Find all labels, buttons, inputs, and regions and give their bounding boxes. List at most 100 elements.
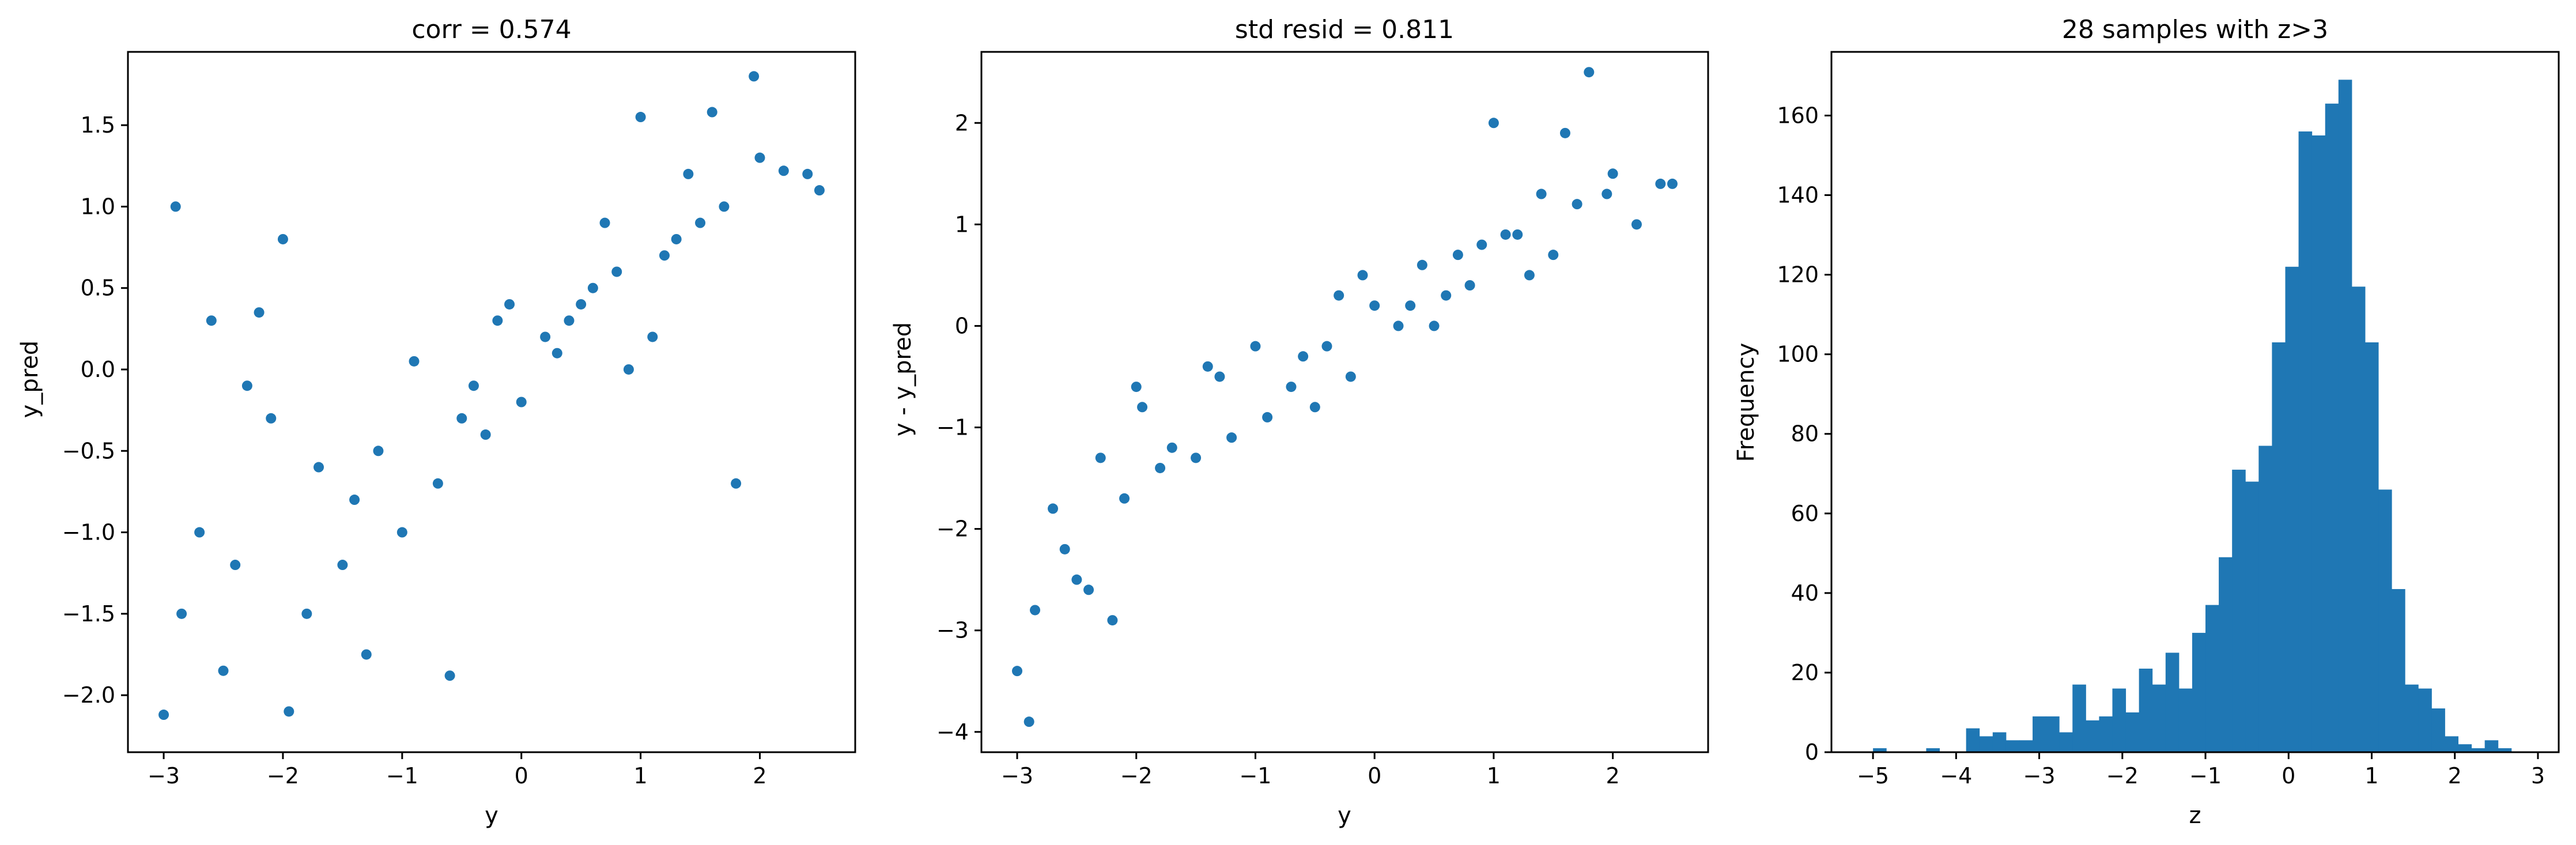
chart-title: 28 samples with z>3 [2062,15,2328,44]
y-tick-label: −2 [936,516,969,542]
scatter-point [504,299,515,310]
scatter-point [1393,320,1404,331]
scatter-point [1214,371,1225,382]
scatter-point [611,266,622,277]
x-tick-label: −2 [1120,763,1153,789]
histogram-bar [2165,652,2180,752]
histogram-bar [2471,748,2486,752]
histogram-bar [2245,481,2259,752]
axes-frame [127,51,856,753]
x-tick-label: −3 [148,763,180,789]
scatter-point [1441,290,1452,301]
histogram-bar [2125,712,2140,752]
histogram-bar [2311,135,2326,753]
axis-ticks: −5 −4 −3 −2 −1 0 1 2 3 0 20 40 60 80 100 120 140 160 [1777,103,2545,789]
y-axis-label: Frequency [1733,343,1759,462]
scatter-point [778,165,789,176]
chart-title: std resid = 0.811 [1235,15,1454,44]
scatter-point [814,185,825,196]
scatter-point [409,356,420,367]
histogram-bar [1873,748,1887,752]
scatter-point [623,364,634,375]
x-tick-label: −5 [1857,763,1889,789]
y-tick-label: 140 [1777,183,1819,208]
y-tick-label: −0.5 [62,438,115,463]
scatter-point [1601,188,1612,199]
histogram-bar [2338,80,2352,753]
scatter-point [754,152,765,163]
scatter-point [1405,300,1416,311]
y-tick-label: 0.0 [81,357,115,382]
histogram-bar [2285,266,2299,753]
histogram-bar [2005,740,2020,752]
y-tick-label: −1 [936,415,969,440]
histogram-bar [2405,684,2419,752]
x-tick-label: −3 [2023,763,2056,789]
y-axis-label: y_pred [17,341,43,418]
x-tick-label: −3 [1001,763,1033,789]
y-tick-label: 0 [1805,740,1819,765]
y-tick-label: −2.0 [62,682,115,708]
histogram-bars [1873,80,2512,753]
scatter-point [1023,716,1034,727]
scatter-points [158,71,825,720]
y-tick-label: −3 [936,618,969,643]
scatter-point [1559,127,1570,138]
scatter-point [647,331,658,342]
x-tick-label: 2 [1606,763,1620,789]
scatter-point [552,348,562,359]
y-tick-label: 20 [1791,660,1819,685]
scatter-point [1357,270,1368,281]
scatter-point [540,331,551,342]
histogram-bar [2139,669,2153,752]
histogram-bar [2298,131,2313,753]
histogram-bar [2458,744,2472,752]
scatter-point [1321,341,1332,352]
scatter-point [587,282,598,293]
histogram-bar [2445,736,2458,752]
scatter-point [1536,188,1547,199]
scatter-point [1298,351,1309,362]
scatter-point [373,446,384,457]
scatter-point [1030,605,1041,616]
scatter-point [396,527,407,538]
scatter-point [1464,280,1475,291]
histogram-bar [1966,728,1980,752]
y-axis-label: y - y_pred [890,322,916,436]
scatter-point [337,560,348,571]
x-tick-label: −2 [2106,763,2139,789]
scatter-point [1083,584,1094,595]
scatter-point [1667,178,1678,189]
histogram-bar [2392,589,2405,752]
histogram-bar [1979,736,1993,752]
y-tick-label: 0.5 [81,276,115,301]
scatter-point [1476,239,1487,250]
scatter-point [671,233,682,244]
scatter-point [1262,412,1273,423]
x-tick-label: 2 [753,763,766,789]
scatter-point [1655,178,1666,189]
scatter-point [1202,361,1213,372]
scatter-panel-corr: corr = 0.574 y y_pred −3 −2 −1 0 1 2−2.0−1.5−… [17,15,856,829]
y-tick-label: 2 [955,110,969,135]
y-tick-label: 80 [1791,421,1819,447]
scatter-point [1059,544,1070,554]
histogram-bar [2219,557,2233,752]
scatter-point [480,429,491,440]
x-tick-label: −1 [1239,763,1271,789]
scatter-point [176,608,187,619]
y-tick-label: −1.0 [62,520,115,545]
scatter-point [349,495,360,506]
scatter-point [301,608,312,619]
histogram-bar [2498,748,2512,752]
histogram-bar [2378,489,2392,752]
scatter-point [683,168,694,179]
scatter-point [1119,493,1130,504]
scatter-point [361,649,372,660]
scatter-point [313,462,324,473]
x-tick-label: 0 [515,763,528,789]
histogram-bar [2059,732,2073,752]
axes-frame [980,51,1709,753]
scatter-point [1572,199,1582,210]
